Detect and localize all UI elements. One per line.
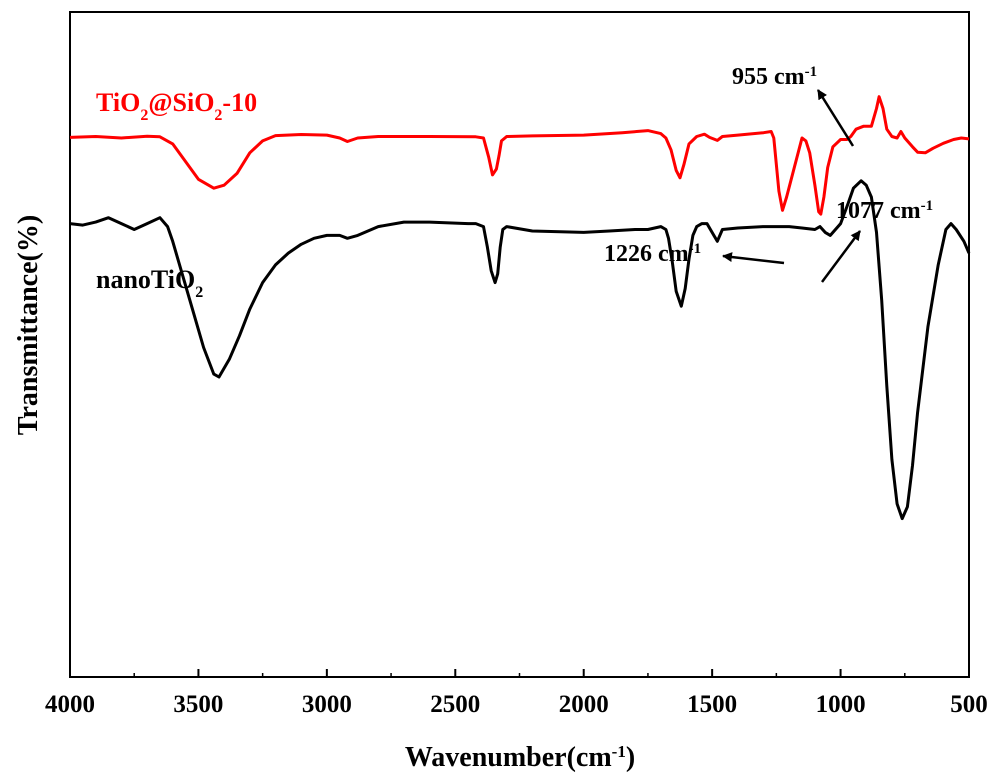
x-axis-title: Wavenumber(cm-1) bbox=[405, 742, 635, 774]
annotation-955: 955 cm-1 bbox=[732, 64, 817, 90]
annotation-1226-sup: -1 bbox=[689, 241, 702, 257]
series-line-tio2-sio2 bbox=[69, 95, 970, 216]
x-tick-label-4000: 4000 bbox=[45, 691, 95, 718]
series-label-nanotio2: nanoTiO2 bbox=[96, 265, 203, 301]
annotation-955-text: 955 cm bbox=[732, 64, 805, 90]
x-axis-title-text: Wavenumber(cm bbox=[405, 742, 612, 773]
series-label-part: 2 bbox=[140, 107, 148, 124]
annotation-1077-text: 1077 cm bbox=[836, 198, 921, 224]
annotation-1077-arrow bbox=[820, 230, 862, 283]
annotation-1077-sup: -1 bbox=[921, 198, 934, 214]
annotation-1226-arrow bbox=[722, 252, 785, 265]
x-tick-label-3500: 3500 bbox=[173, 691, 223, 718]
x-axis-title-sup: -1 bbox=[612, 742, 626, 761]
annotation-1226: 1226 cm-1 bbox=[604, 241, 701, 267]
annotation-955-sup: -1 bbox=[805, 64, 818, 80]
x-tick-label-1500: 1500 bbox=[687, 691, 737, 718]
series-label-part: 2 bbox=[214, 107, 222, 124]
x-tick-label-1000: 1000 bbox=[816, 691, 866, 718]
x-tick-label-2000: 2000 bbox=[559, 691, 609, 718]
x-tick-label-3000: 3000 bbox=[302, 691, 352, 718]
x-axis-title-end: ) bbox=[626, 742, 635, 773]
series-label-part: -10 bbox=[222, 88, 257, 117]
annotation-1077: 1077 cm-1 bbox=[836, 198, 933, 224]
annotation-1226-text: 1226 cm bbox=[604, 241, 689, 267]
x-tick-label-2500: 2500 bbox=[430, 691, 480, 718]
series-label-part: TiO bbox=[96, 88, 140, 117]
x-axis: 4000 3500 3000 2500 2000 1500 1000 500 bbox=[45, 669, 988, 718]
series-label-part: 2 bbox=[195, 284, 203, 301]
annotation-955-arrow bbox=[816, 89, 855, 147]
series-label-tio2-sio2: TiO2@SiO2-10 bbox=[96, 88, 257, 124]
x-tick-label-500: 500 bbox=[950, 691, 988, 718]
series-label-part: @SiO bbox=[148, 88, 214, 117]
y-axis-title: Transmittance(%) bbox=[13, 215, 44, 435]
series-layer bbox=[69, 95, 971, 521]
series-line-nanotio2 bbox=[69, 179, 971, 521]
series-label-part: nanoTiO bbox=[96, 265, 195, 294]
